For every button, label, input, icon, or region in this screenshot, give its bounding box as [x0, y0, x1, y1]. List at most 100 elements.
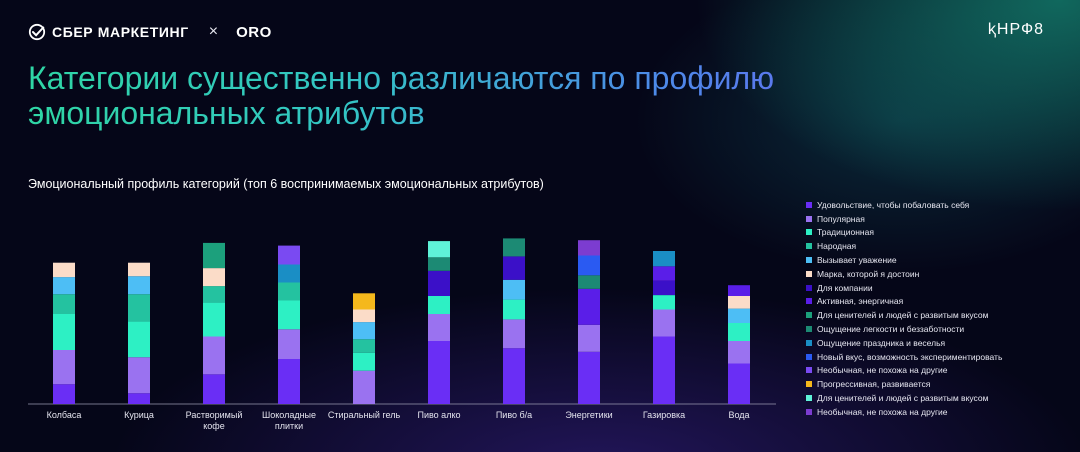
bar-segment: [203, 336, 225, 375]
x-tick-label: Курица: [124, 410, 154, 420]
legend-item: Активная, энергичная: [806, 295, 1002, 309]
legend-item: Необычная, не похожа на другие: [806, 405, 1002, 419]
legend-label: Активная, энергичная: [817, 296, 904, 307]
x-tick-label: Шоколадные: [262, 410, 316, 420]
bar-segment: [128, 321, 150, 358]
x-tick-label: плитки: [275, 421, 303, 431]
legend-label: Новый вкус, возможность экспериментирова…: [817, 351, 1003, 362]
bar-segment: [53, 294, 75, 314]
bar-segment: [578, 275, 600, 289]
bar-segment: [578, 288, 600, 325]
legend-label: Вызывает уважение: [817, 255, 897, 266]
legend-swatch: [806, 270, 812, 277]
legend-label: Ощущение легкости и беззаботности: [817, 324, 965, 335]
legend-swatch: [806, 229, 812, 236]
bar-segment: [353, 322, 375, 340]
bar-segment: [128, 357, 150, 394]
legend-swatch: [806, 201, 812, 208]
legend-swatch: [806, 339, 812, 346]
bar-segment: [353, 339, 375, 353]
bar-segment: [728, 308, 750, 323]
legend-label: Народная: [817, 241, 857, 252]
bar-segment: [428, 296, 450, 314]
bar-segment: [578, 255, 600, 276]
bar-segment: [128, 294, 150, 322]
bar-segment: [53, 277, 75, 295]
legend-item: Традиционная: [806, 226, 1002, 240]
legend-label: Удовольствие, чтобы побаловать себя: [817, 199, 970, 210]
legend-item: Необычная, не похожа на другие: [806, 364, 1002, 378]
bar-segment: [428, 341, 450, 404]
legend-item: Прогрессивная, развивается: [806, 377, 1002, 391]
legend-swatch: [806, 353, 812, 360]
legend-label: Для компании: [817, 282, 873, 293]
bar-segment: [278, 245, 300, 265]
bar-segment: [728, 323, 750, 341]
bar-segment: [203, 286, 225, 303]
bar-segment: [203, 268, 225, 287]
bar-segment: [203, 242, 225, 269]
bar-segment: [278, 282, 300, 301]
bar-segment: [578, 351, 600, 404]
bar-segment: [728, 341, 750, 364]
legend-label: Популярная: [817, 213, 865, 224]
bar-segment: [278, 329, 300, 359]
header: СБЕР МАРКЕТИНГ × ORO: [28, 21, 272, 43]
legend-label: Прогрессивная, развивается: [817, 379, 931, 390]
bar-segment: [278, 264, 300, 283]
legend-swatch: [806, 367, 812, 374]
bar-segment: [503, 348, 525, 404]
bar-segment: [53, 350, 75, 385]
legend-item: Ощущение праздника и веселья: [806, 336, 1002, 350]
legend-swatch: [806, 215, 812, 222]
x-tick-label: Растворимый: [186, 410, 243, 420]
bar-segment: [653, 251, 675, 267]
sber-logo-icon: [28, 23, 46, 41]
partner-logo: ORO: [236, 23, 272, 41]
bar-segment: [203, 374, 225, 404]
bar-segment: [653, 266, 675, 281]
x-tick-label: кофе: [203, 421, 224, 431]
legend-item: Для ценителей и людей с развитым вкусом: [806, 391, 1002, 405]
legend-swatch: [806, 284, 812, 291]
bar-segment: [728, 285, 750, 296]
bar-segment: [503, 256, 525, 280]
bar-segment: [128, 276, 150, 295]
bar-segment: [503, 299, 525, 320]
bar-segment: [353, 352, 375, 371]
bar-segment: [428, 257, 450, 271]
bar-segment: [53, 384, 75, 404]
bar-segment: [653, 295, 675, 310]
bar-segment: [128, 393, 150, 404]
corner-logo: ⱪНРФ8: [987, 21, 1044, 38]
x-tick-label: Стиральный гель: [328, 410, 401, 420]
legend-label: Для ценителей и людей с развитым вкусом: [817, 310, 989, 321]
legend-label: Необычная, не похожа на другие: [817, 365, 948, 376]
legend-item: Популярная: [806, 212, 1002, 226]
x-tick-label: Газировка: [643, 410, 685, 420]
bar-segment: [578, 240, 600, 256]
legend-item: Марка, которой я достоин: [806, 267, 1002, 281]
chart-legend: Удовольствие, чтобы побаловать себя Попул…: [806, 198, 1002, 419]
bar-segment: [728, 296, 750, 309]
bar-segment: [203, 302, 225, 337]
bar-segment: [503, 319, 525, 349]
legend-swatch: [806, 326, 812, 333]
bar-segment: [353, 309, 375, 323]
x-tick-label: Колбаса: [47, 410, 82, 420]
bar-segment: [428, 241, 450, 258]
legend-item: Вызывает уважение: [806, 253, 1002, 267]
bar-segment: [578, 324, 600, 352]
legend-item: Новый вкус, возможность экспериментирова…: [806, 350, 1002, 364]
x-tick-label: Пиво б/а: [496, 410, 532, 420]
legend-swatch: [806, 243, 812, 250]
legend-item: Для компании: [806, 281, 1002, 295]
legend-swatch: [806, 408, 812, 415]
bar-segment: [53, 262, 75, 278]
x-tick-label: Вода: [728, 410, 749, 420]
bar-segment: [428, 314, 450, 341]
legend-swatch: [806, 298, 812, 305]
x-tick-label: Энергетики: [565, 410, 612, 420]
bar-segment: [353, 293, 375, 310]
